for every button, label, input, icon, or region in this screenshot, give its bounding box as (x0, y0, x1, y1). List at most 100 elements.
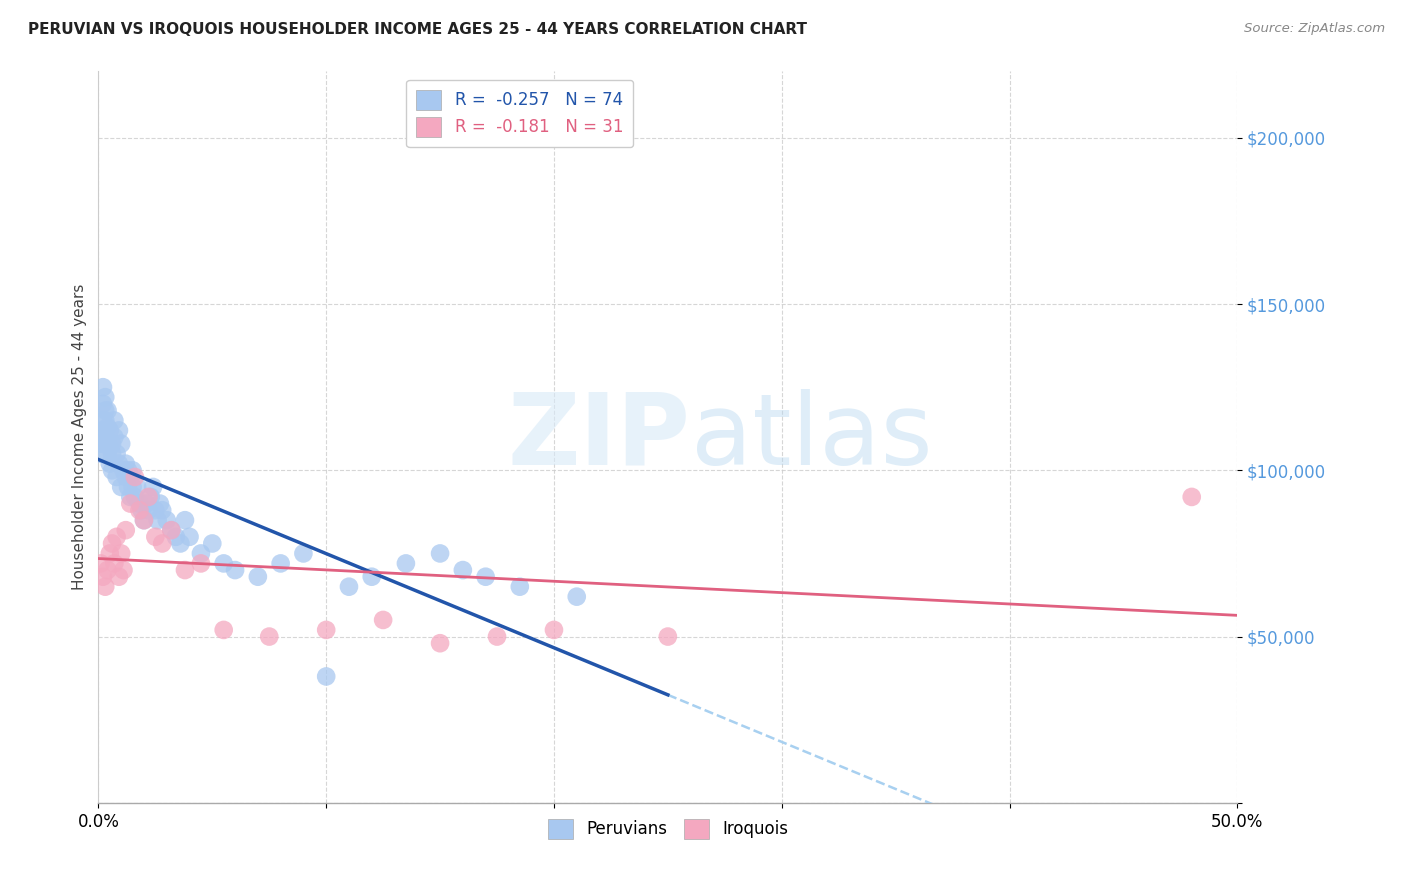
Point (108, 424, 131, 438)
Point (292, 546, 315, 560)
Point (94, 580, 117, 594)
Point (132, 513, 155, 527)
Point (120, 490, 142, 504)
Point (138, 490, 160, 504)
Point (105, 530, 128, 544)
Point (110, 436, 132, 450)
Point (429, 546, 451, 560)
Point (94, 390, 117, 404)
Point (103, 430, 125, 444)
Point (128, 497, 150, 511)
Point (179, 530, 201, 544)
Point (110, 480, 132, 494)
Point (101, 536, 124, 550)
Point (135, 497, 157, 511)
Point (90, 557, 112, 571)
Point (174, 513, 197, 527)
Point (91, 380, 114, 394)
Point (103, 413, 125, 427)
Point (190, 557, 212, 571)
Point (110, 546, 132, 560)
Point (121, 480, 143, 494)
Point (201, 536, 224, 550)
Point (101, 447, 124, 461)
Point (94, 413, 117, 427)
Point (91, 413, 114, 427)
Point (657, 630, 679, 644)
Point (91, 570, 114, 584)
Point (120, 497, 142, 511)
Text: PERUVIAN VS IROQUOIS HOUSEHOLDER INCOME AGES 25 - 44 YEARS CORRELATION CHART: PERUVIAN VS IROQUOIS HOUSEHOLDER INCOME … (28, 22, 807, 37)
Point (212, 623, 235, 637)
Point (429, 636, 451, 650)
Point (112, 463, 135, 477)
Point (451, 563, 474, 577)
Point (371, 613, 394, 627)
Point (114, 523, 136, 537)
Point (139, 490, 162, 504)
Point (145, 503, 167, 517)
Point (127, 480, 149, 494)
Point (246, 570, 269, 584)
Point (150, 503, 173, 517)
Point (395, 557, 418, 571)
Point (486, 630, 509, 644)
Point (94, 403, 117, 417)
Point (101, 463, 124, 477)
Point (337, 580, 360, 594)
Point (160, 523, 183, 537)
Point (565, 590, 588, 604)
Point (128, 503, 150, 517)
Legend: Peruvians, Iroquois: Peruvians, Iroquois (541, 812, 794, 846)
Point (105, 447, 128, 461)
Point (121, 463, 143, 477)
Point (112, 563, 135, 577)
Point (96, 447, 118, 461)
Text: atlas: atlas (690, 389, 932, 485)
Point (315, 623, 337, 637)
Point (315, 669, 337, 683)
Point (98, 440, 121, 454)
Point (98, 457, 121, 471)
Point (174, 563, 197, 577)
Point (149, 497, 172, 511)
Point (120, 470, 142, 484)
Point (132, 513, 155, 527)
Point (101, 436, 124, 450)
Point (91, 436, 114, 450)
Point (543, 623, 565, 637)
Point (474, 570, 496, 584)
Point (90, 447, 112, 461)
Point (91, 424, 114, 438)
Point (142, 480, 165, 494)
Point (91, 397, 114, 411)
Point (94, 430, 117, 444)
Point (108, 457, 131, 471)
Point (117, 480, 139, 494)
Point (114, 470, 136, 484)
Point (169, 536, 191, 550)
Point (96, 563, 118, 577)
Point (90, 430, 112, 444)
Point (108, 570, 131, 584)
Point (138, 503, 160, 517)
Point (114, 457, 136, 471)
Point (509, 580, 531, 594)
Point (98, 546, 121, 560)
Point (145, 530, 167, 544)
Point (156, 513, 179, 527)
Point (150, 536, 173, 550)
Point (224, 563, 246, 577)
Point (124, 470, 146, 484)
Point (259, 630, 281, 644)
Point (270, 557, 292, 571)
Point (160, 523, 183, 537)
Point (98, 424, 121, 438)
Point (96, 403, 118, 417)
Point (212, 557, 235, 571)
Point (131, 503, 153, 517)
Point (165, 530, 187, 544)
Point (103, 557, 125, 571)
Text: Source: ZipAtlas.com: Source: ZipAtlas.com (1244, 22, 1385, 36)
Y-axis label: Householder Income Ages 25 - 44 years: Householder Income Ages 25 - 44 years (72, 284, 87, 591)
